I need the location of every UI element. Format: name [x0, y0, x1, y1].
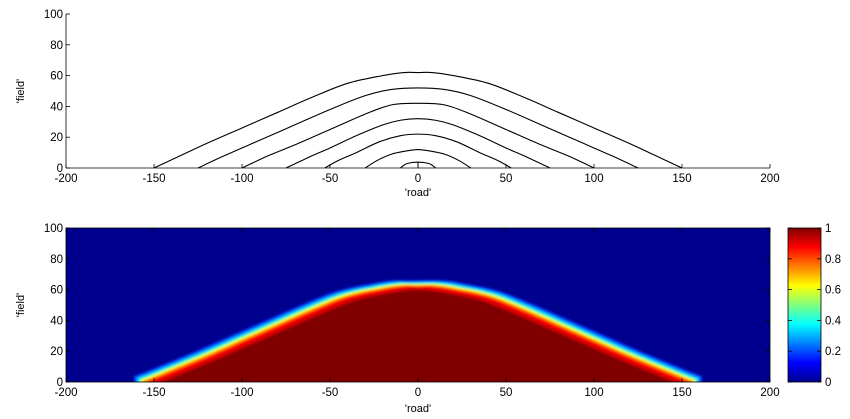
contour-x-label: 'road' [405, 187, 431, 199]
contour-plot: -200 -150 -100 -50 0 50 100 150 200020406080100 … [15, 9, 780, 199]
heatmap-y-tick-label: 60 [50, 285, 63, 297]
heatmap-y-tick-label: 0 [57, 377, 63, 389]
contour-y-label: 'field' [15, 79, 27, 103]
heatmap-x-tick-label: -200 [54, 387, 77, 399]
heatmap-plot: -200 -150 -100 -50 0 50 100 150 200020406080100 … [15, 223, 780, 415]
heatmap-x-tick-label: 200 [760, 387, 779, 399]
contour-y-tick-label: 40 [50, 101, 63, 113]
colorbar-tick-label: 0.4 [825, 315, 842, 327]
heatmap-y-label: 'field' [15, 293, 27, 317]
contour-x-tick-label: 200 [760, 173, 779, 185]
contour-x-tick-label: -200 [54, 173, 77, 185]
heatmap-x-tick-label: 0 [415, 387, 421, 399]
contour-line-1 [153, 71, 683, 168]
heatmap-x-tick-label: -150 [142, 387, 165, 399]
heatmap-image [66, 228, 770, 382]
contour-y-tick-label: 60 [50, 71, 63, 83]
colorbar-tick-label: 0.8 [825, 254, 841, 266]
contour-axes: -200 -150 -100 -50 0 50 100 150 200 0 20 40 60 80 100 [44, 9, 780, 185]
contour-y-tick-label: 20 [50, 132, 63, 144]
contour-line-4 [285, 118, 551, 168]
contour-y-tick-label: 80 [50, 40, 63, 52]
heatmap-axes: -200 -150 -100 -50 0 50 100 150 200 0 20 40 60 80 100 [44, 223, 780, 399]
heatmap-y-tick-label: 100 [44, 223, 63, 235]
colorbar-gradient [787, 227, 822, 383]
contour-x-tick-label: 100 [584, 173, 603, 185]
contour-x-tick-label: 0 [415, 173, 421, 185]
contour-x-tick-label: 50 [500, 173, 513, 185]
heatmap-y-tick-label: 20 [50, 346, 63, 358]
heatmap-y-tick-label: 40 [50, 315, 63, 327]
contour-line-3 [241, 102, 595, 168]
contour-y-tick-label: 0 [57, 163, 63, 175]
colorbar-tick-label: 0.2 [825, 346, 841, 358]
contour-x-tick-label: -100 [230, 173, 253, 185]
contour-y-tick-label: 100 [44, 9, 63, 21]
contour-line-2 [197, 87, 639, 168]
heatmap-y-tick-label: 80 [50, 254, 63, 266]
heatmap-x-tick-label: 100 [584, 387, 603, 399]
colorbar-tick-label: 1 [825, 223, 831, 235]
contour-line-6 [364, 148, 472, 168]
colorbar-tick-label: 0.6 [825, 285, 841, 297]
heatmap-x-tick-label: -100 [230, 387, 253, 399]
heatmap-x-tick-label: 150 [672, 387, 691, 399]
heatmap-band-8 [162, 289, 674, 382]
contour-x-tick-label: -150 [142, 173, 165, 185]
heatmap-x-tick-label: -50 [322, 387, 339, 399]
colorbar-tick-label: 0 [825, 377, 831, 389]
contour-line-5 [324, 133, 512, 168]
heatmap-x-tick-label: 50 [500, 387, 513, 399]
contour-lines [153, 71, 683, 168]
heatmap-x-label: 'road' [405, 403, 431, 414]
contour-x-tick-label: 150 [672, 173, 691, 185]
colorbar: 0 0.2 0.4 0.6 0.8 1 [787, 223, 842, 389]
contour-x-tick-label: -50 [322, 173, 339, 185]
